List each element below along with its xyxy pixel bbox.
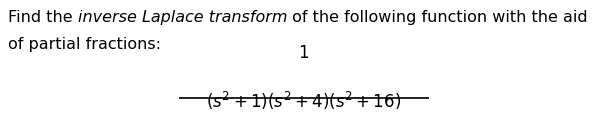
Text: of the following function with the aid: of the following function with the aid <box>287 10 588 25</box>
Text: inverse Laplace transform: inverse Laplace transform <box>78 10 287 25</box>
Text: of partial fractions:: of partial fractions: <box>8 37 161 52</box>
Text: Find the: Find the <box>8 10 78 25</box>
Text: $1$: $1$ <box>299 44 309 62</box>
Text: $(s^2 + 1)(s^2 + 4)(s^2 + 16)$: $(s^2 + 1)(s^2 + 4)(s^2 + 16)$ <box>206 90 402 112</box>
